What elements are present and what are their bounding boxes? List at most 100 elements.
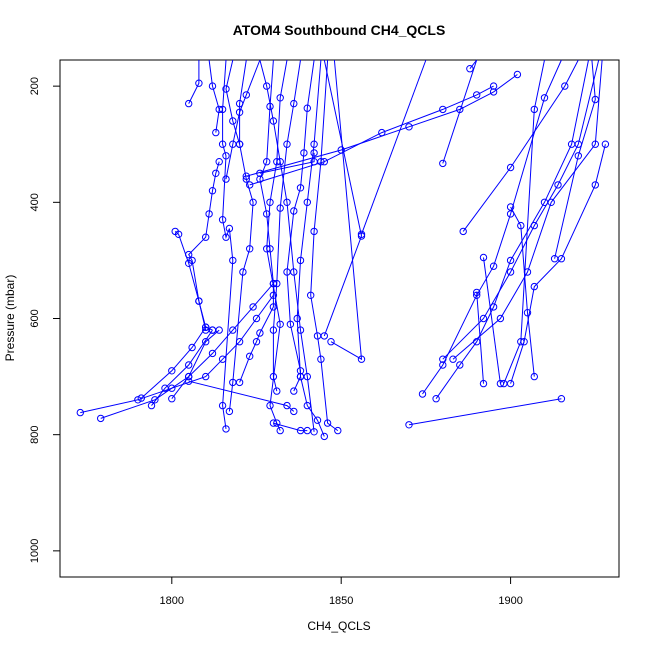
series-line: [266, 59, 288, 431]
data-point: [517, 338, 525, 346]
data-point: [215, 326, 223, 334]
data-point: [283, 198, 291, 207]
data-point: [185, 259, 193, 267]
data-point: [439, 105, 447, 114]
data-point: [225, 407, 234, 416]
data-point: [310, 140, 318, 148]
data-point: [557, 395, 566, 403]
data-point: [249, 303, 257, 311]
data-point: [337, 146, 345, 154]
y-tick-label: 800: [29, 426, 41, 444]
data-point: [208, 82, 217, 90]
series-line: [323, 59, 363, 337]
data-point: [489, 88, 498, 96]
data-point: [188, 343, 196, 352]
data-point: [405, 123, 413, 131]
data-point: [161, 384, 169, 392]
series-line: [503, 59, 545, 384]
x-axis: 1800 1850 1900: [160, 577, 523, 607]
data-point: [263, 210, 271, 218]
data-point: [506, 203, 515, 211]
data-point: [307, 291, 315, 299]
data-point: [195, 297, 203, 305]
data-point: [530, 221, 538, 230]
data-point: [222, 233, 230, 241]
data-point: [459, 227, 467, 236]
data-point: [269, 117, 278, 125]
data-point: [276, 320, 284, 328]
data-point: [202, 323, 210, 331]
data-point: [286, 320, 295, 328]
data-point: [202, 233, 210, 241]
data-point: [252, 314, 261, 323]
data-point: [479, 253, 488, 262]
data-point: [276, 158, 284, 166]
data-point: [500, 379, 508, 388]
data-point: [263, 245, 271, 253]
data-point: [151, 396, 159, 404]
data-point: [212, 169, 220, 178]
data-point: [439, 355, 447, 363]
series-line: [259, 59, 315, 432]
data-point: [229, 326, 237, 334]
series-line: [361, 59, 427, 235]
data-point: [320, 158, 328, 166]
data-point: [246, 181, 254, 189]
data-point: [473, 91, 481, 99]
data-point: [239, 268, 247, 276]
data-point: [523, 309, 532, 317]
series-line: [249, 85, 494, 186]
series-line: [310, 59, 339, 432]
data-point: [134, 396, 142, 404]
data-point: [601, 140, 610, 148]
series-line: [225, 59, 241, 145]
data-point: [273, 387, 281, 395]
data-point: [276, 94, 284, 102]
x-tick-label: 1800: [160, 595, 184, 607]
data-point: [242, 172, 251, 180]
data-point: [530, 372, 538, 381]
series-line: [510, 206, 535, 377]
series-line: [510, 144, 606, 384]
data-point: [218, 140, 227, 148]
data-point: [266, 401, 274, 410]
data-point: [290, 207, 298, 215]
x-tick-label: 1900: [498, 595, 522, 607]
data-point: [168, 395, 176, 403]
y-axis: 200 400 600 800 1000: [29, 77, 60, 563]
data-point: [229, 117, 237, 125]
data-point: [263, 82, 271, 90]
data-point: [174, 230, 183, 239]
series-line: [188, 60, 200, 104]
data-point: [310, 227, 318, 236]
data-point: [489, 262, 498, 270]
data-point: [357, 355, 366, 363]
series-line: [208, 59, 220, 133]
data-point: [547, 198, 555, 207]
data-point: [496, 379, 505, 388]
data-point: [269, 291, 278, 299]
series-line: [272, 59, 301, 392]
data-point: [334, 426, 342, 435]
data-point: [554, 181, 562, 189]
data-point: [496, 314, 505, 323]
data-point: [97, 414, 105, 423]
x-tick-label: 1850: [329, 595, 353, 607]
series-line: [483, 257, 501, 384]
series-line: [330, 59, 363, 361]
data-point: [432, 395, 440, 403]
data-point: [229, 256, 237, 265]
data-point: [202, 372, 210, 381]
data-point: [506, 256, 515, 265]
data-point: [320, 432, 328, 441]
data-point: [303, 104, 311, 112]
data-point: [185, 361, 193, 369]
series-line: [462, 59, 579, 232]
data-point: [405, 421, 413, 429]
data-point: [195, 79, 203, 87]
series-line: [100, 283, 274, 419]
data-point: [252, 338, 261, 346]
data-point: [466, 65, 474, 73]
data-point: [222, 85, 230, 93]
data-point: [357, 230, 366, 239]
